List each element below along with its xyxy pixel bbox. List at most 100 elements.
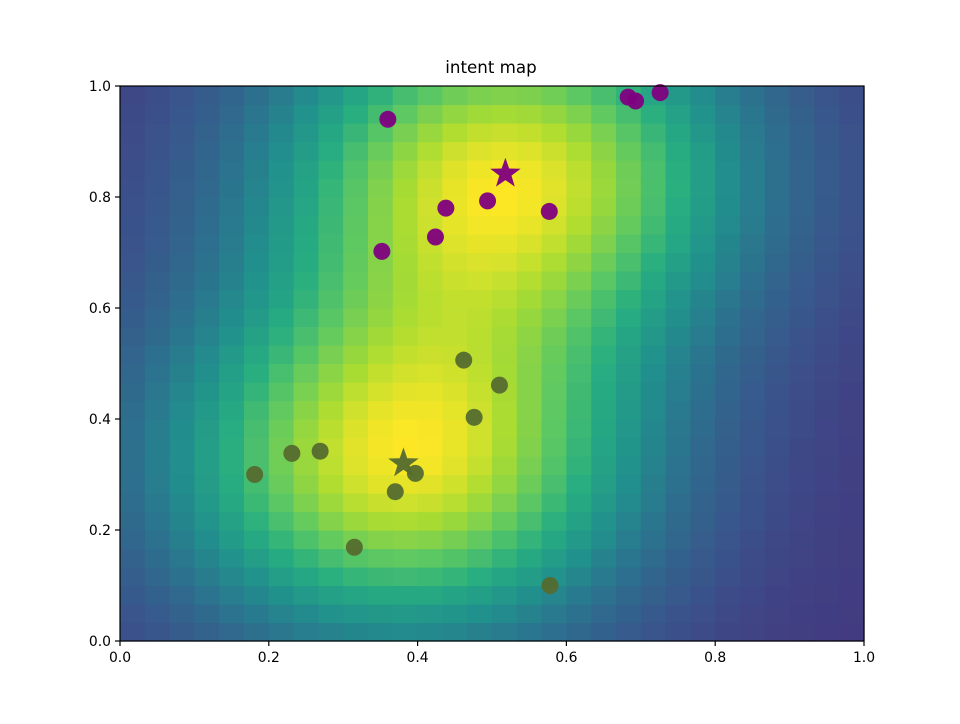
x-tick-label: 0.6 xyxy=(555,650,577,666)
heatmap-cell xyxy=(343,400,369,420)
heatmap-cell xyxy=(417,419,443,439)
heatmap-cell xyxy=(293,160,319,180)
heatmap-cell xyxy=(839,234,865,254)
heatmap-cell xyxy=(665,86,691,106)
heatmap-cell xyxy=(120,400,146,420)
heatmap-cell xyxy=(343,141,369,161)
heatmap-cell xyxy=(442,419,468,439)
heatmap-cell xyxy=(640,400,667,420)
heatmap-cell xyxy=(665,474,691,494)
heatmap-cell xyxy=(219,197,245,217)
heatmap-cell xyxy=(616,419,642,439)
heatmap-cell xyxy=(467,567,493,587)
heatmap-cell xyxy=(467,585,493,605)
y-tick-label: 0.2 xyxy=(89,523,111,539)
heatmap-cell xyxy=(764,271,791,291)
heatmap-cell xyxy=(318,567,344,587)
heatmap-cell xyxy=(368,530,394,550)
heatmap-cell xyxy=(640,456,667,476)
heatmap-cell xyxy=(293,548,319,568)
heatmap-cell xyxy=(442,234,468,254)
heatmap-cell xyxy=(541,419,567,439)
heatmap-cell xyxy=(541,548,567,568)
heatmap-cell xyxy=(839,326,865,346)
heatmap-cell xyxy=(740,511,766,531)
heatmap-cell xyxy=(616,123,642,143)
heatmap-cell xyxy=(492,308,518,328)
heatmap-cell xyxy=(120,141,146,161)
heatmap-cell xyxy=(839,530,865,550)
heatmap-cell xyxy=(318,345,344,365)
heatmap-cell xyxy=(541,511,567,531)
heatmap-cell xyxy=(343,234,369,254)
heatmap-cell xyxy=(219,511,245,531)
heatmap-cell xyxy=(566,585,592,605)
heatmap-cell xyxy=(120,234,146,254)
heatmap-cell xyxy=(789,382,815,402)
heatmap-cell xyxy=(764,437,791,457)
heatmap-cell xyxy=(541,160,567,180)
heatmap-cell xyxy=(690,400,716,420)
heatmap-cell xyxy=(268,104,295,124)
heatmap-cell xyxy=(467,215,493,235)
heatmap-cell xyxy=(194,511,220,531)
heatmap-cell xyxy=(665,567,691,587)
heatmap-cell xyxy=(293,215,319,235)
heatmap-cell xyxy=(541,622,567,642)
heatmap-cell xyxy=(492,419,518,439)
heatmap-cell xyxy=(318,604,344,624)
heatmap-cell xyxy=(318,160,344,180)
heatmap-cell xyxy=(516,382,543,402)
heatmap-cell xyxy=(467,86,493,106)
heatmap-cell xyxy=(417,308,443,328)
heatmap-cell xyxy=(764,530,791,550)
heatmap-cell xyxy=(492,567,518,587)
heatmap-cell xyxy=(566,215,592,235)
heatmap-cell xyxy=(144,289,171,309)
scatter-point xyxy=(490,376,508,394)
heatmap-cell xyxy=(665,419,691,439)
heatmap-cell xyxy=(740,456,766,476)
heatmap-cell xyxy=(640,326,667,346)
heatmap-cell xyxy=(566,474,592,494)
heatmap-cell xyxy=(665,530,691,550)
heatmap-cell xyxy=(839,622,865,642)
heatmap-cell xyxy=(616,585,642,605)
heatmap-cell xyxy=(392,437,419,457)
heatmap-cell xyxy=(120,271,146,291)
heatmap-cell xyxy=(690,456,716,476)
heatmap-cell xyxy=(417,345,443,365)
heatmap-cell xyxy=(318,123,344,143)
heatmap-cell xyxy=(268,178,295,198)
heatmap-cell xyxy=(789,530,815,550)
heatmap-cell xyxy=(268,530,295,550)
heatmap-cell xyxy=(392,511,419,531)
heatmap-cell xyxy=(194,622,220,642)
heatmap-cell xyxy=(715,160,741,180)
heatmap-cell xyxy=(715,419,741,439)
heatmap-cell xyxy=(492,271,518,291)
heatmap-cell xyxy=(665,345,691,365)
heatmap-cell xyxy=(839,308,865,328)
heatmap-cell xyxy=(764,178,791,198)
heatmap-cell xyxy=(764,622,791,642)
heatmap-cell xyxy=(591,160,617,180)
heatmap-cell xyxy=(120,382,146,402)
heatmap-cell xyxy=(368,123,394,143)
heatmap-cell xyxy=(516,530,543,550)
heatmap-cell xyxy=(318,585,344,605)
heatmap-cell xyxy=(392,234,419,254)
heatmap-cell xyxy=(665,104,691,124)
heatmap-cell xyxy=(219,345,245,365)
chart-title: intent map xyxy=(445,57,537,77)
heatmap-cell xyxy=(541,308,567,328)
heatmap-cell xyxy=(616,234,642,254)
heatmap-cell xyxy=(566,437,592,457)
heatmap-cell xyxy=(740,604,766,624)
scatter-point xyxy=(345,538,363,556)
heatmap-cell xyxy=(194,585,220,605)
heatmap-cell xyxy=(541,252,567,272)
heatmap-cell xyxy=(219,104,245,124)
heatmap-cell xyxy=(715,400,741,420)
heatmap-cell xyxy=(616,548,642,568)
